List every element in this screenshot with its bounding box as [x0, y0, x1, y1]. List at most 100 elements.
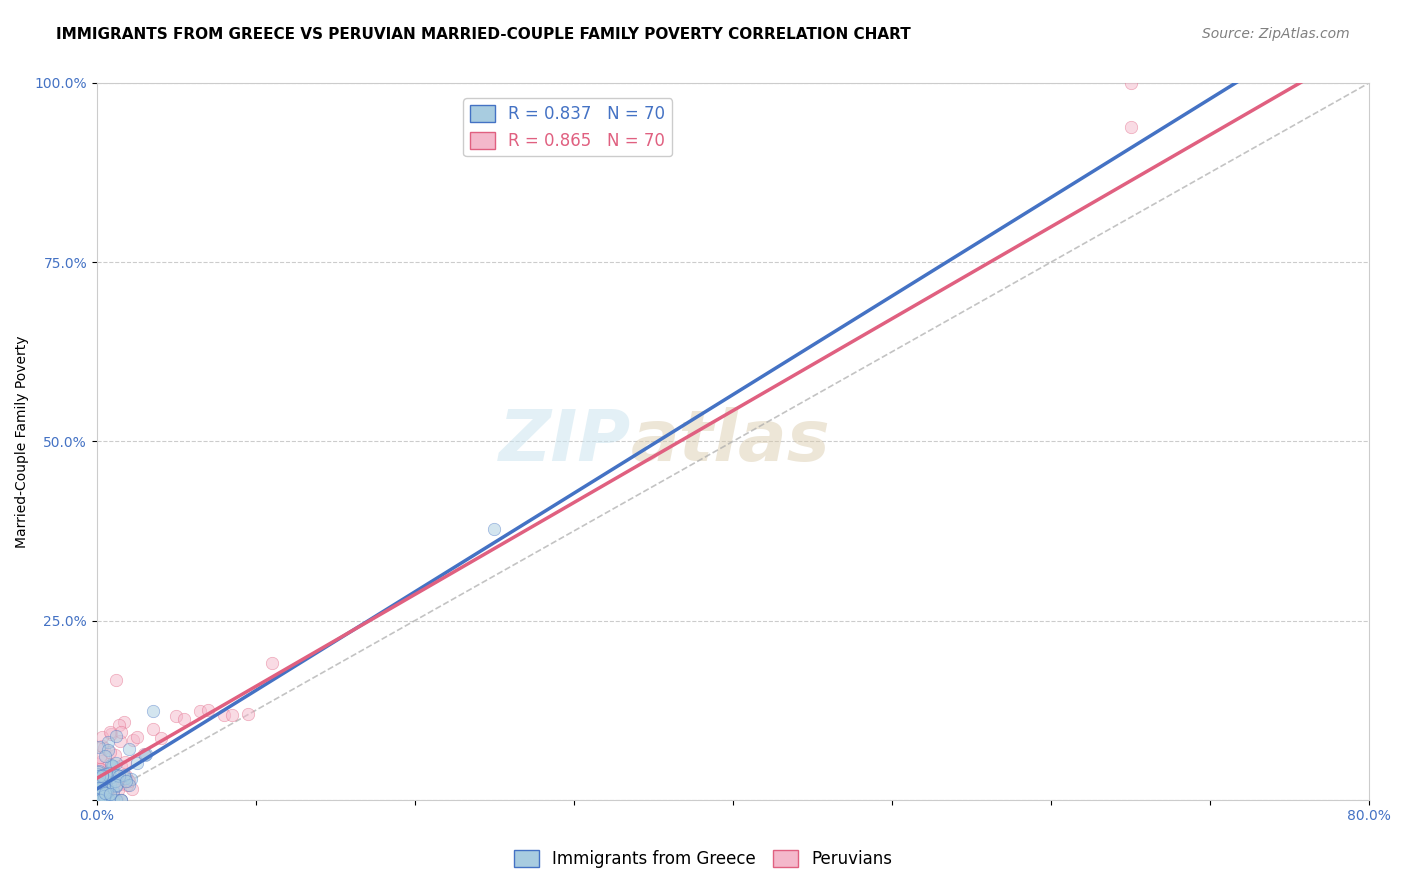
Point: [236, 706, 259, 721]
Point: [97, 757, 120, 772]
Point: [90, 754, 112, 768]
Point: [96, 780, 118, 795]
Point: [87, 771, 110, 785]
Point: [87, 780, 110, 795]
Point: [110, 793, 132, 807]
Point: [118, 773, 141, 788]
Text: ZIP: ZIP: [499, 407, 631, 475]
Point: [90, 780, 112, 795]
Point: [87, 767, 110, 781]
Point: [90, 730, 112, 744]
Point: [115, 769, 138, 783]
Point: [118, 778, 141, 792]
Point: [110, 725, 132, 739]
Point: [142, 723, 165, 737]
Point: [90, 767, 112, 781]
Point: [101, 793, 124, 807]
Point: [93, 793, 115, 807]
Point: [105, 729, 128, 743]
Point: [104, 673, 127, 687]
Point: [89, 750, 111, 764]
Point: [107, 769, 129, 783]
Point: [100, 791, 122, 805]
Point: [110, 793, 132, 807]
Point: [87, 769, 110, 783]
Point: [134, 747, 156, 762]
Point: [97, 784, 120, 798]
Point: [120, 772, 142, 786]
Point: [101, 758, 124, 772]
Point: [125, 756, 148, 771]
Point: [117, 773, 139, 788]
Point: [91, 793, 114, 807]
Point: [94, 793, 117, 807]
Point: [97, 793, 120, 807]
Point: [93, 782, 115, 797]
Point: [165, 709, 187, 723]
Point: [94, 793, 117, 807]
Point: [100, 791, 122, 805]
Point: [97, 735, 120, 749]
Point: [110, 733, 132, 747]
Point: [89, 785, 111, 799]
Legend: R = 0.837   N = 70, R = 0.865   N = 70: R = 0.837 N = 70, R = 0.865 N = 70: [463, 98, 672, 156]
Point: [87, 792, 110, 806]
Point: [105, 778, 128, 792]
Point: [103, 768, 125, 782]
Point: [98, 725, 121, 739]
Point: [86, 757, 108, 772]
Point: [173, 712, 195, 726]
Point: [135, 747, 157, 762]
Point: [94, 767, 117, 781]
Point: [87, 793, 110, 807]
Point: [89, 790, 111, 805]
Point: [107, 783, 129, 797]
Point: [91, 769, 114, 783]
Point: [1119, 76, 1142, 90]
Point: [118, 742, 141, 756]
Point: [98, 778, 121, 792]
Point: [87, 740, 110, 755]
Point: [111, 769, 134, 783]
Point: [122, 733, 145, 747]
Point: [91, 793, 114, 807]
Point: [94, 780, 117, 794]
Point: [97, 791, 120, 805]
Point: [89, 762, 111, 776]
Point: [104, 774, 127, 789]
Point: [221, 708, 243, 723]
Point: [90, 775, 112, 789]
Point: [94, 774, 117, 789]
Point: [105, 793, 128, 807]
Point: [89, 793, 111, 807]
Point: [484, 522, 506, 536]
Point: [91, 793, 114, 807]
Point: [103, 759, 125, 773]
Point: [86, 786, 108, 800]
Point: [96, 782, 118, 797]
Point: [91, 793, 114, 807]
Point: [1119, 120, 1142, 134]
Point: [89, 792, 111, 806]
Point: [91, 784, 114, 798]
Text: atlas: atlas: [631, 407, 831, 475]
Point: [134, 748, 156, 763]
Point: [98, 766, 121, 780]
Point: [93, 741, 115, 756]
Point: [125, 730, 148, 744]
Point: [112, 768, 135, 782]
Point: [97, 793, 120, 807]
Point: [90, 793, 112, 807]
Point: [149, 731, 172, 745]
Text: IMMIGRANTS FROM GREECE VS PERUVIAN MARRIED-COUPLE FAMILY POVERTY CORRELATION CHA: IMMIGRANTS FROM GREECE VS PERUVIAN MARRI…: [56, 27, 911, 42]
Point: [86, 781, 108, 796]
Point: [94, 787, 117, 801]
Point: [115, 779, 138, 793]
Point: [112, 715, 135, 730]
Point: [90, 793, 112, 807]
Point: [94, 748, 117, 763]
Point: [114, 756, 136, 770]
Point: [87, 776, 110, 790]
Point: [89, 793, 111, 807]
Point: [114, 774, 136, 789]
